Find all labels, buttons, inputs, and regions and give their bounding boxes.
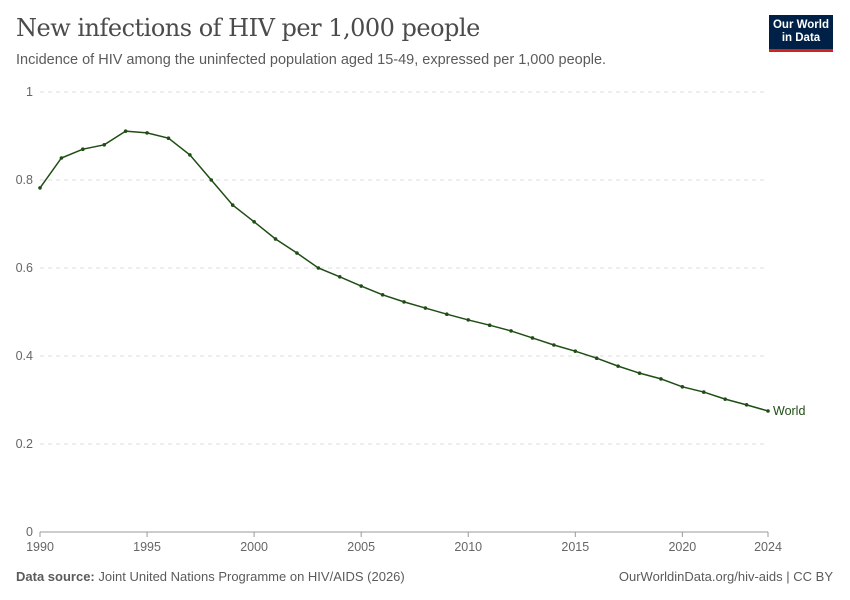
x-tick-label: 2020 [668,540,696,554]
logo-line1: Our World [772,19,829,31]
data-point [744,403,749,407]
y-tick-label: 1 [26,85,33,99]
data-point [273,237,278,241]
data-point [573,349,578,353]
x-tick-label: 2015 [561,540,589,554]
data-point [145,131,149,135]
data-point [102,143,107,147]
data-point [530,336,535,340]
data-point [766,409,770,413]
data-point [123,129,128,133]
data-point [616,364,620,368]
x-tick-label: 1990 [26,540,54,554]
data-point [594,356,599,361]
data-point [316,266,321,270]
data-point [295,251,299,255]
data-point [487,323,492,328]
data-point [38,186,42,190]
y-tick-label: 0.6 [16,261,33,275]
data-point [423,306,428,310]
data-point [166,136,171,140]
series-line-world [39,130,769,412]
data-point [337,275,342,279]
chart-title: New infections of HIV per 1,000 people [16,14,480,42]
data-point [402,300,406,304]
x-tick-label: 2000 [240,540,268,554]
footer-link[interactable]: OurWorldinData.org/hiv-aids | CC BY [618,569,833,584]
source-text: Joint United Nations Programme on HIV/AI… [98,569,405,584]
owid-logo[interactable]: Our World in Data [769,15,833,52]
data-point [209,178,214,182]
data-point [252,220,256,224]
logo-line2: in Data [781,32,821,44]
x-tick-label: 2024 [754,540,782,554]
data-point [380,293,385,297]
y-tick-label: 0.4 [16,349,33,363]
y-tick-label: 0 [26,525,33,539]
y-tick-label: 0.8 [16,173,33,187]
data-point [445,312,449,317]
data-point [59,156,64,160]
data-point [552,343,556,347]
x-tick-label: 1995 [133,540,161,554]
data-point [81,147,85,151]
x-tick-label: 2005 [347,540,375,554]
data-point [230,203,235,207]
data-point [509,329,513,333]
data-point [188,153,192,157]
data-point [680,385,685,389]
data-point [723,397,727,401]
y-tick-label: 0.2 [16,437,33,451]
data-point [659,377,663,381]
data-point [359,284,363,288]
x-tick-label: 2010 [454,540,482,554]
chart-subtitle: Incidence of HIV among the uninfected po… [16,52,607,68]
data-point [637,371,642,375]
source-label: Data source: [16,569,95,584]
series-label: World [773,404,805,418]
data-source: Data source: Joint United Nations Progra… [16,569,405,584]
data-point [466,318,471,322]
data-point [701,390,706,394]
